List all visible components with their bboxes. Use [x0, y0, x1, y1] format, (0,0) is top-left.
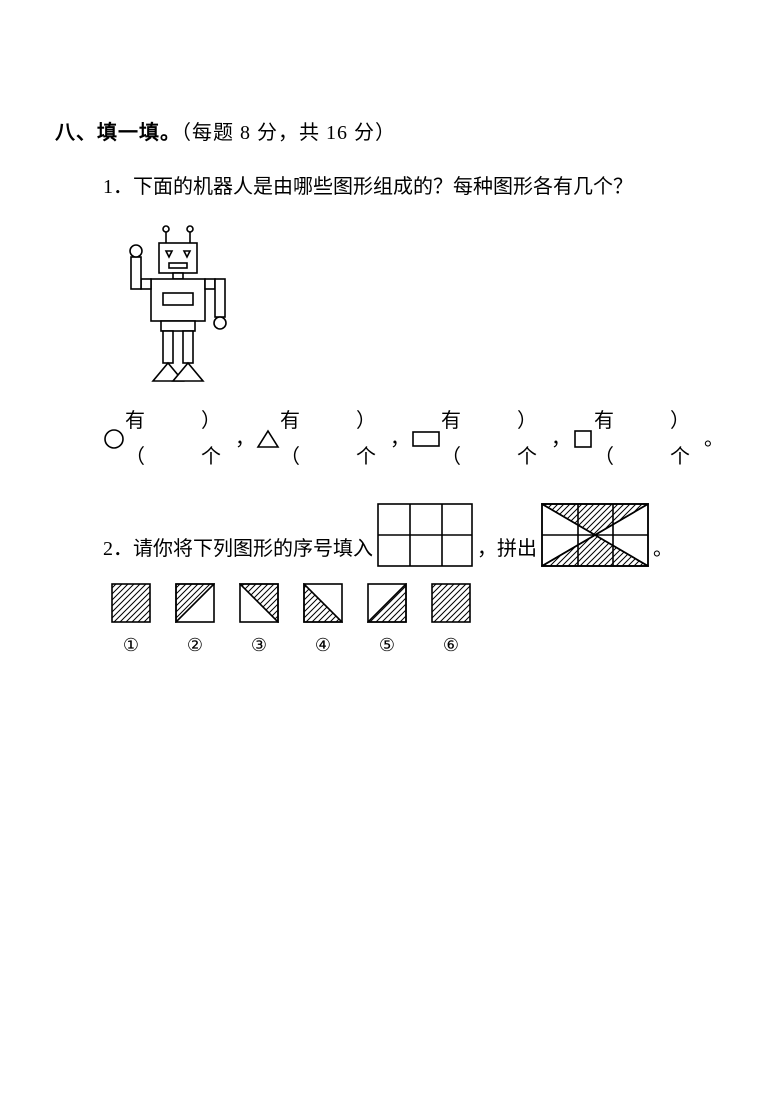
tile-1-icon [111, 583, 151, 623]
question-2-text-c: 。 [653, 531, 673, 567]
unit-4: ）个 [670, 403, 704, 475]
target-grid-icon [541, 503, 649, 567]
blank-2[interactable] [314, 421, 356, 457]
triangle-icon [256, 428, 280, 450]
question-1-text-line: 1．下面的机器人是由哪些图形组成的？每种图形各有几个？ [103, 169, 725, 205]
tile-6: ⑥ [431, 583, 471, 661]
end: 。 [704, 421, 725, 457]
tile-5-label: ⑤ [379, 629, 395, 661]
question-2-line: 2． 请你将下列图形的序号填入 ，拼出 [103, 503, 725, 567]
tile-6-label: ⑥ [443, 629, 459, 661]
square-icon [572, 428, 594, 450]
question-2-text-b: ，拼出 [477, 531, 537, 567]
rectangle-icon [411, 429, 441, 449]
tile-2-icon [175, 583, 215, 623]
sep-1: ， [235, 421, 256, 457]
tile-1-label: ① [123, 629, 139, 661]
question-2: 2． 请你将下列图形的序号填入 ，拼出 [103, 503, 725, 661]
question-1-text: 下面的机器人是由哪些图形组成的？每种图形各有几个？ [133, 176, 633, 198]
tile-2: ② [175, 583, 215, 661]
section-title-text: 填一填。 [97, 122, 181, 144]
circle-icon [103, 428, 125, 450]
question-2-number: 2． [103, 531, 133, 567]
question-1-answer-line: 有（ ）个 ， 有（ ）个 ， 有（ ）个 ， 有（ [103, 403, 725, 475]
tile-4-icon [303, 583, 343, 623]
robot-svg [103, 223, 253, 393]
label-has-1: 有（ [125, 403, 159, 475]
question-1-number: 1． [103, 176, 133, 198]
tile-5-icon [367, 583, 407, 623]
label-has-4: 有（ [594, 403, 628, 475]
tile-2-label: ② [187, 629, 203, 661]
blank-grid-icon[interactable] [377, 503, 473, 567]
tiles-row: ① ② ③ [111, 583, 725, 661]
robot-figure [103, 223, 725, 393]
tile-3-label: ③ [251, 629, 267, 661]
sep-2: ， [390, 421, 411, 457]
section-number: 八、 [55, 122, 97, 144]
label-has-3: 有（ [441, 403, 475, 475]
tile-3-icon [239, 583, 279, 623]
tile-1: ① [111, 583, 151, 661]
unit-1: ）个 [201, 403, 235, 475]
sep-3: ， [551, 421, 572, 457]
tile-3: ③ [239, 583, 279, 661]
blank-1[interactable] [159, 421, 201, 457]
blank-4[interactable] [628, 421, 670, 457]
tile-4: ④ [303, 583, 343, 661]
label-has-2: 有（ [280, 403, 314, 475]
question-2-text-a: 请你将下列图形的序号填入 [133, 531, 373, 567]
page: 八、填一填。（每题 8 分，共 16 分） 1．下面的机器人是由哪些图形组成的？… [0, 0, 780, 661]
unit-3: ）个 [517, 403, 551, 475]
tile-6-icon [431, 583, 471, 623]
question-1: 1．下面的机器人是由哪些图形组成的？每种图形各有几个？ [103, 169, 725, 475]
tile-4-label: ④ [315, 629, 331, 661]
unit-2: ）个 [356, 403, 390, 475]
blank-3[interactable] [475, 421, 517, 457]
section-header: 八、填一填。（每题 8 分，共 16 分） [55, 115, 725, 151]
section-scoring: （每题 8 分，共 16 分） [181, 122, 396, 144]
tile-5: ⑤ [367, 583, 407, 661]
